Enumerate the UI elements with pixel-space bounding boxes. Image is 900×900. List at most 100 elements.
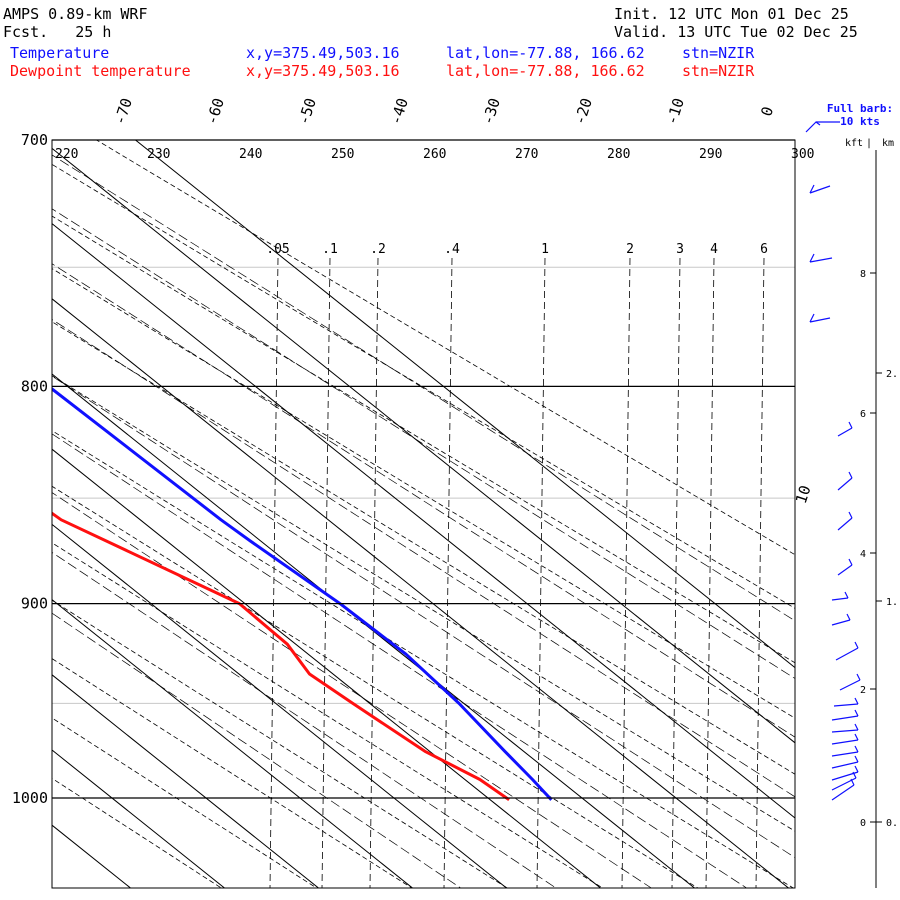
wind-scale-barb: [805, 121, 821, 133]
pressure-label-1000: 1000: [12, 789, 48, 807]
forecast-hour: Fcst. 25 h: [3, 23, 112, 41]
wind-barb-tick-4: [848, 471, 853, 479]
wind-barb-tick-15: [854, 745, 859, 753]
wind-barb-6: [837, 564, 853, 576]
theta-label-220: 220: [55, 147, 78, 162]
mixing-ratio-line-1: [321, 257, 331, 888]
kft-tick-label-6: 6: [860, 409, 866, 420]
wind-barb-3: [837, 427, 853, 437]
theta-label-290: 290: [699, 147, 722, 162]
dry-adiabat-230: [52, 599, 508, 888]
wind-barb-12: [831, 715, 859, 721]
theta-label-280: 280: [607, 147, 630, 162]
wind-barb-tick-12: [854, 709, 859, 717]
height-axis: kft | km 8 6 4 2 0 2. 1. 0.: [845, 138, 898, 888]
km-tick-label-2: 0.: [886, 818, 898, 829]
isotherm--20: [52, 373, 696, 888]
wind-barb-18: [831, 777, 857, 791]
dewpoint-line: [52, 511, 510, 802]
legend-temperature-station: stn=NZIR: [682, 44, 755, 62]
wind-barb-7: [831, 597, 849, 601]
theta-label-300: 300: [791, 147, 814, 162]
dry-adiabat-310: [52, 163, 795, 609]
wind-scale-title: Full barb:: [827, 102, 893, 115]
isotherm--70: [52, 749, 226, 888]
dry-adiabat-260: [52, 430, 794, 888]
wind-barb-tick-13: [854, 723, 859, 731]
wind-barb-tick-0: [809, 184, 815, 194]
pressure-label-900: 900: [21, 595, 48, 613]
wind-barb-9: [835, 647, 859, 661]
wind-barb-11: [833, 703, 859, 707]
isotherm-label--10: -10: [662, 96, 687, 127]
wind-barb-tick-10: [856, 673, 861, 681]
wind-barb-tick-3: [848, 421, 853, 429]
sounding-lines: [52, 387, 553, 802]
isotherm--40: [52, 523, 508, 888]
wind-barb-tick-5: [848, 511, 853, 519]
isotherm-label--50: -50: [294, 96, 319, 127]
moist-adiabat-266: [52, 375, 795, 859]
kft-label: kft: [845, 138, 863, 149]
legend-dewpoint-latlon: lat,lon=-77.88, 166.62: [446, 62, 645, 80]
km-tick-label-1: 1.: [886, 597, 898, 608]
wind-barb-10: [839, 679, 861, 691]
dry-adiabat-240: [52, 542, 604, 888]
moist-adiabat-256: [52, 433, 748, 888]
mixing-ratio-label-6: 3: [676, 242, 684, 257]
isotherm-label--70: -70: [110, 96, 135, 127]
mixing-ratio-line-4: [536, 257, 546, 888]
wind-barb-tick-17: [854, 765, 859, 773]
dry-adiabat-220: [52, 658, 413, 888]
kft-tick-label-0: 0: [860, 818, 866, 829]
dry-adiabat-250: [52, 485, 699, 888]
theta-label-260: 260: [423, 147, 446, 162]
isotherm-20: [134, 140, 795, 669]
valid-time: Valid. 13 UTC Tue 02 Dec 25: [614, 23, 858, 41]
legend-dewpoint-xy: x,y=375.49,503.16: [246, 62, 400, 80]
wind-barb-19: [831, 784, 855, 801]
wind-barb-5: [837, 517, 853, 531]
moist-adiabat-226: [52, 612, 462, 888]
temperature-line: [52, 387, 553, 801]
wind-barb-tick-11: [854, 697, 859, 705]
pressure-label-800: 800: [21, 377, 48, 395]
mixing-ratio-label-7: 4: [710, 242, 718, 257]
model-title: AMPS 0.89-km WRF: [3, 5, 148, 23]
isotherm-label--30: -30: [478, 96, 503, 127]
mixing-ratio-line-5: [621, 257, 631, 888]
isotherm-0: [52, 222, 795, 819]
pressure-label-700: 700: [21, 131, 48, 149]
isotherm-label--20: -20: [570, 96, 595, 127]
legend-dewpoint-station: stn=NZIR: [682, 62, 755, 80]
isotherm--50: [52, 598, 414, 888]
mixing-ratio-label-8: 6: [760, 242, 768, 257]
isotherm--10: [52, 298, 790, 888]
dry-adiabat-300: [52, 215, 795, 664]
moist-adiabat-246: [52, 492, 652, 888]
isotherm--60: [52, 674, 320, 888]
mixing-ratio-label-5: 2: [626, 242, 634, 257]
km-label: km: [882, 138, 894, 149]
isotherm--100: [0, 3, 7, 900]
wind-barb-8: [831, 619, 851, 626]
legend-dewpoint-name: Dewpoint temperature: [10, 62, 191, 80]
wind-barb-tick-8: [846, 613, 851, 621]
mixing-ratio-label-3: .4: [444, 242, 460, 257]
kft-tick-label-8: 8: [860, 269, 866, 280]
wind-barb-tick-16: [854, 755, 859, 763]
isotherm--30: [52, 448, 602, 888]
moist-adiabat-296: [52, 208, 795, 679]
wind-barb-13: [831, 729, 859, 733]
theta-label-240: 240: [239, 147, 262, 162]
isotherm-label--40: -40: [386, 96, 411, 127]
kft-tick-label-2: 2: [860, 685, 866, 696]
mixing-ratio-label-1: .1: [322, 242, 338, 257]
isotherm-label--60: -60: [202, 96, 227, 127]
wind-scale-value: 10 kts: [840, 115, 880, 128]
wind-barb-tick-7: [844, 591, 849, 599]
mixing-ratio-label-4: 1: [541, 242, 549, 257]
wind-barb-tick-18: [852, 771, 857, 779]
mixing-ratio-line-6: [671, 257, 681, 888]
